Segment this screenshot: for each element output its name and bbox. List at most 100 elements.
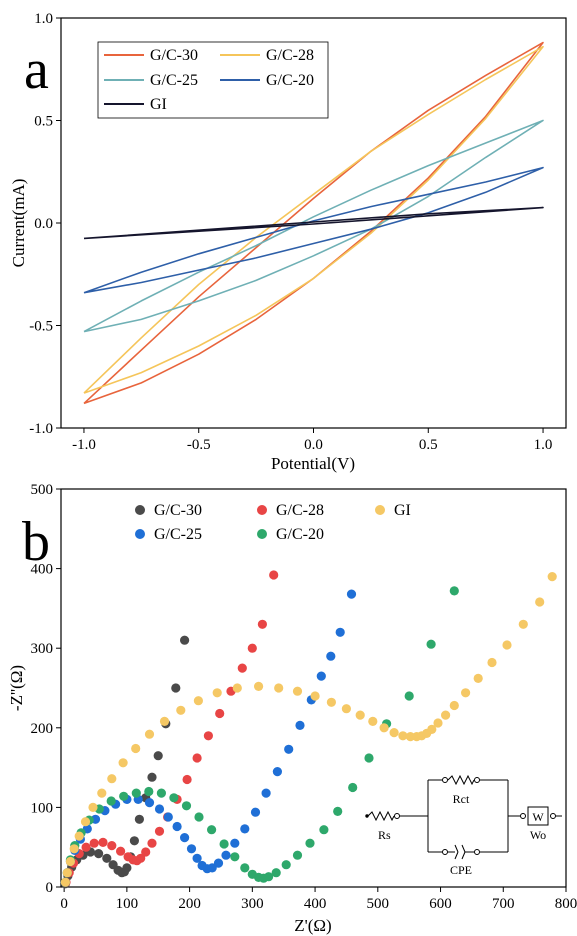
eis-point-g-c-25 bbox=[180, 833, 190, 843]
panel-b-x-tick-label: 500 bbox=[367, 896, 390, 912]
eis-point-gi bbox=[80, 817, 91, 827]
eis-point-g-c-20 bbox=[219, 839, 229, 849]
panel-b-x-tick-label: 800 bbox=[555, 896, 577, 912]
eis-point-g-c-20 bbox=[207, 825, 217, 835]
eis-point-g-c-25 bbox=[221, 850, 231, 860]
eis-point-gi bbox=[131, 743, 141, 754]
eis-point-g-c-28 bbox=[89, 838, 99, 848]
eis-point-g-c-25 bbox=[207, 863, 217, 873]
eis-point-gi bbox=[518, 619, 528, 629]
eis-point-g-c-25 bbox=[186, 844, 197, 854]
eis-point-g-c-20 bbox=[281, 860, 291, 870]
eis-point-gi bbox=[62, 868, 72, 878]
eis-point-gi bbox=[107, 774, 117, 784]
rct-resistor-icon bbox=[447, 774, 475, 786]
legend-b-label: G/C-28 bbox=[276, 502, 324, 519]
eis-point-gi bbox=[254, 681, 264, 692]
panel-a-x-tick-label: -0.5 bbox=[187, 437, 211, 453]
panel-b-x-tick-label: 600 bbox=[429, 896, 452, 912]
panel-a-x-tick-label: 0.0 bbox=[304, 437, 323, 453]
cv-loop-g-c-30 bbox=[83, 41, 544, 405]
eis-point-g-c-30 bbox=[147, 772, 157, 782]
circuit-node-icon bbox=[442, 849, 448, 855]
eis-point-g-c-28 bbox=[81, 842, 91, 852]
eis-point-g-c-28 bbox=[154, 826, 165, 836]
eis-point-g-c-20 bbox=[169, 793, 179, 803]
legend-b-swatch bbox=[375, 505, 385, 515]
eis-point-g-c-20 bbox=[181, 801, 192, 811]
eis-point-g-c-30 bbox=[171, 683, 181, 693]
eis-point-gi bbox=[368, 716, 378, 727]
eis-point-g-c-28 bbox=[147, 838, 157, 848]
eis-point-g-c-20 bbox=[230, 852, 240, 862]
eis-point-gi bbox=[341, 704, 351, 714]
eis-point-g-c-28 bbox=[237, 663, 247, 673]
legend-b-swatch bbox=[135, 505, 145, 515]
cv-loop-gi bbox=[83, 206, 544, 240]
cv-loop-g-c-28 bbox=[83, 45, 544, 394]
panel-b-nyquist-chart: 0 100 200 300 400 500 600 700 800 0 100 200 300 400 50… bbox=[7, 482, 577, 935]
rs-resistor-icon bbox=[367, 810, 395, 822]
eis-point-gi bbox=[159, 716, 170, 727]
eis-point-g-c-25 bbox=[163, 812, 173, 822]
eis-point-g-c-30 bbox=[153, 751, 163, 761]
eis-point-g-c-25 bbox=[144, 798, 155, 808]
eis-point-gi bbox=[441, 710, 451, 720]
eis-point-g-c-30 bbox=[94, 849, 104, 859]
eis-point-g-c-25 bbox=[213, 858, 224, 868]
eis-point-g-c-25 bbox=[261, 788, 271, 798]
panel-a-x-tick-label: -1.0 bbox=[72, 437, 96, 453]
eis-point-gi bbox=[405, 732, 415, 742]
panel-b-ticks: 0 100 200 300 400 500 600 700 800 0 100 200 300 400 50… bbox=[31, 482, 577, 912]
circuit-node-icon bbox=[442, 777, 448, 783]
panel-a-y-tick-label: -1.0 bbox=[29, 421, 53, 437]
eis-point-g-c-25 bbox=[172, 821, 182, 832]
panel-b-x-tick-label: 100 bbox=[116, 896, 139, 912]
equivalent-circuit bbox=[365, 774, 562, 860]
eis-point-g-c-20 bbox=[333, 806, 343, 817]
panel-b-x-tick-label: 700 bbox=[492, 896, 515, 912]
eis-point-g-c-28 bbox=[203, 731, 213, 741]
panel-b-y-tick-label: 100 bbox=[31, 800, 54, 816]
eis-point-g-c-25 bbox=[326, 651, 336, 661]
wo-label: Wo bbox=[530, 828, 546, 842]
cpe-plate-icon bbox=[461, 844, 466, 853]
eis-point-g-c-25 bbox=[192, 853, 202, 863]
panel-a-letter: a bbox=[24, 39, 49, 101]
panel-b-x-tick-label: 400 bbox=[304, 896, 327, 912]
eis-point-gi bbox=[88, 802, 98, 813]
panel-b-y-tick-label: 400 bbox=[31, 562, 54, 578]
legend-a-label: G/C-30 bbox=[150, 47, 198, 64]
eis-point-gi bbox=[60, 877, 70, 887]
eis-point-g-c-20 bbox=[264, 872, 274, 882]
eis-point-gi bbox=[326, 697, 336, 707]
panel-a-y-tick-label: 0.5 bbox=[34, 114, 53, 130]
eis-point-g-c-20 bbox=[156, 788, 166, 798]
legend-a-label: G/C-25 bbox=[150, 72, 198, 89]
legend-b-label: G/C-25 bbox=[154, 526, 202, 543]
eis-point-g-c-25 bbox=[272, 767, 282, 777]
eis-point-gi bbox=[212, 688, 222, 698]
eis-point-g-c-20 bbox=[119, 791, 129, 801]
cpe-label: CPE bbox=[450, 863, 472, 877]
eis-point-g-c-25 bbox=[240, 824, 250, 834]
panel-a-series bbox=[83, 41, 544, 405]
cv-loop-g-c-20 bbox=[83, 166, 544, 294]
eis-point-gi bbox=[118, 758, 128, 768]
eis-point-g-c-28 bbox=[98, 837, 108, 848]
cpe-plate-icon bbox=[461, 851, 466, 860]
eis-point-g-c-20 bbox=[106, 796, 116, 806]
eis-point-g-c-25 bbox=[284, 744, 294, 754]
eis-point-g-c-30 bbox=[122, 863, 132, 873]
eis-point-g-c-20 bbox=[194, 812, 204, 822]
eis-point-gi bbox=[74, 831, 84, 841]
panel-b-legend: G/C-30 G/C-28 G/C-25 G/C-20 GI bbox=[135, 502, 411, 543]
eis-point-g-c-20 bbox=[131, 788, 141, 798]
eis-point-gi bbox=[232, 683, 242, 693]
eis-point-gi bbox=[398, 731, 408, 741]
eis-point-g-c-20 bbox=[319, 825, 329, 835]
legend-a-label: G/C-20 bbox=[266, 72, 314, 89]
panel-b-y-tick-label: 500 bbox=[31, 482, 54, 498]
panel-b-ylabel: -Z''(Ω) bbox=[7, 665, 26, 711]
eis-point-g-c-20 bbox=[144, 786, 154, 797]
